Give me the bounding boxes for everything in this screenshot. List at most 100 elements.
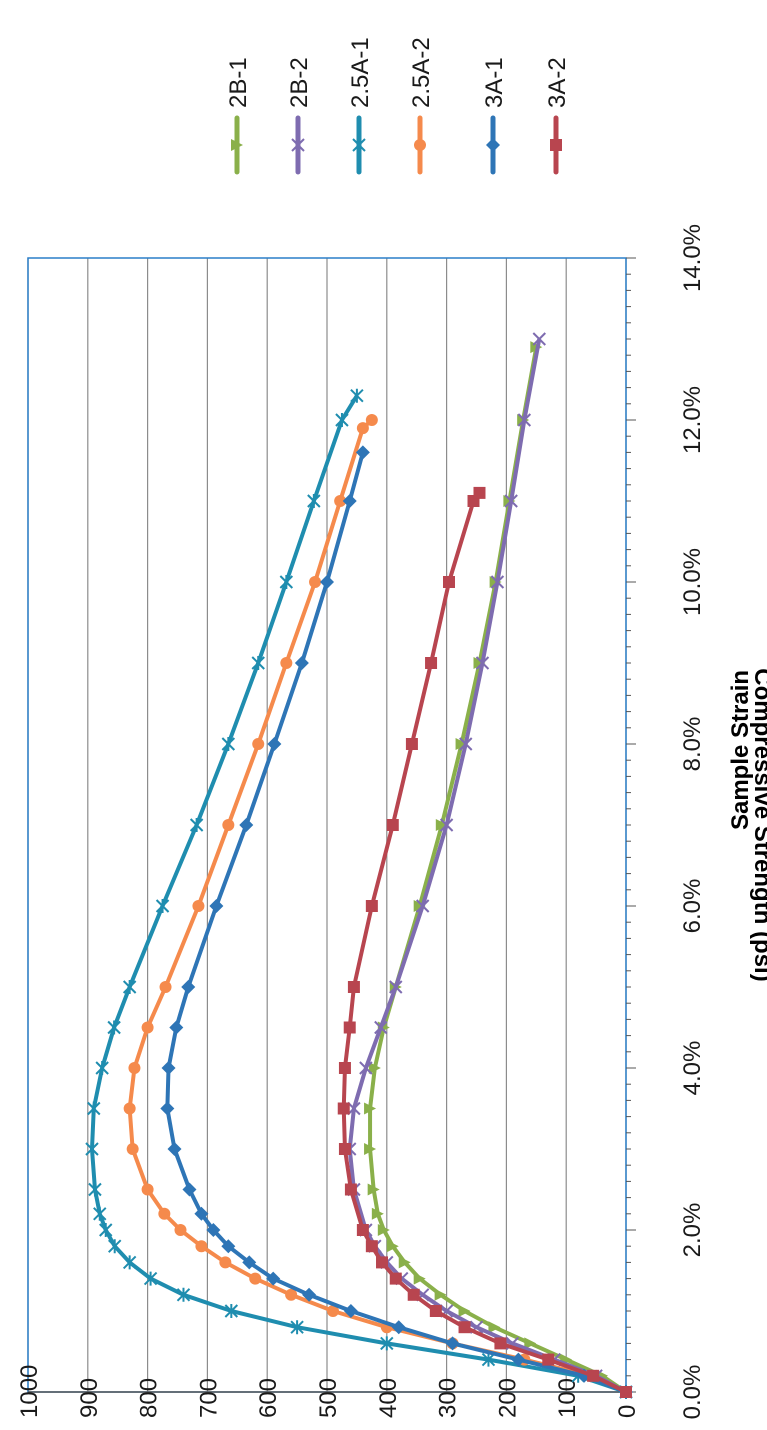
plot-area: 0 100 200 300 400 500 600 700 800 900 1000 0.0% 2.0%… xyxy=(16,224,706,1419)
y-tick-label: 900 xyxy=(76,1378,103,1418)
series-2B-1 xyxy=(364,341,632,1398)
y-tick-label: 800 xyxy=(136,1378,163,1418)
data-point xyxy=(435,819,448,831)
data-point xyxy=(344,1183,357,1196)
data-point xyxy=(221,737,236,751)
legend-label: 3A-1 xyxy=(481,57,508,108)
data-point xyxy=(347,1101,361,1116)
data-point xyxy=(224,1304,239,1318)
data-point xyxy=(174,1224,187,1236)
data-point xyxy=(239,818,254,832)
data-point xyxy=(371,1207,384,1220)
y-tick-label: 700 xyxy=(195,1378,222,1418)
data-point xyxy=(85,1142,99,1156)
data-point xyxy=(334,495,347,507)
data-point xyxy=(587,1369,600,1382)
series-2.5A-2 xyxy=(123,414,632,1398)
legend-label: 2.5A-1 xyxy=(347,37,374,108)
legend-marker xyxy=(486,138,500,152)
data-point xyxy=(364,1102,377,1115)
data-point xyxy=(326,1305,339,1317)
data-point xyxy=(95,1061,109,1075)
data-point xyxy=(425,657,438,669)
data-point xyxy=(128,1062,141,1074)
data-point xyxy=(294,656,309,670)
data-point xyxy=(365,900,378,912)
data-point xyxy=(494,1337,507,1350)
data-point xyxy=(459,737,473,751)
data-point xyxy=(439,818,454,832)
data-point xyxy=(407,1288,420,1301)
data-point xyxy=(122,1255,137,1270)
data-point xyxy=(347,981,360,993)
y-tick-label: 300 xyxy=(435,1378,462,1418)
legend-label: 2B-2 xyxy=(286,57,313,108)
data-point xyxy=(290,1320,304,1335)
data-point xyxy=(481,1352,496,1367)
data-point xyxy=(415,899,430,913)
data-point xyxy=(405,738,418,750)
data-point xyxy=(356,422,369,435)
data-point xyxy=(143,1271,158,1286)
data-point xyxy=(458,1321,471,1334)
data-point xyxy=(337,1102,350,1115)
data-point xyxy=(285,1288,298,1301)
x-tick-label: 6.0% xyxy=(679,879,706,934)
data-point xyxy=(389,980,403,994)
data-point xyxy=(355,445,370,460)
data-point xyxy=(123,1102,136,1115)
legend-item-2B-1: 2B-1 xyxy=(225,57,252,175)
data-point xyxy=(374,1020,388,1035)
legend-item-2B-2: 2B-2 xyxy=(286,57,313,175)
legend-marker xyxy=(231,139,243,151)
data-point xyxy=(532,332,546,346)
data-point xyxy=(490,575,505,589)
data-point xyxy=(122,980,137,994)
legend-label: 3A-2 xyxy=(544,57,571,108)
data-point xyxy=(429,1305,442,1317)
data-point xyxy=(155,899,170,913)
data-point xyxy=(182,1182,197,1197)
x-tick-label: 14.0% xyxy=(679,224,706,292)
legend-label: 2.5A-2 xyxy=(408,37,435,108)
legend-marker xyxy=(550,139,562,151)
data-point xyxy=(160,1101,175,1116)
data-point xyxy=(158,1207,171,1220)
legend-marker xyxy=(291,138,305,152)
series-3A-2 xyxy=(337,486,632,1398)
data-point xyxy=(206,1223,221,1237)
data-point xyxy=(377,1224,390,1236)
data-point xyxy=(252,738,265,750)
x-tick-label: 2.0% xyxy=(679,1203,706,1258)
series-3A-1 xyxy=(160,445,633,1399)
data-point xyxy=(320,575,334,589)
data-point xyxy=(242,1255,257,1270)
data-point xyxy=(458,1305,471,1317)
data-point xyxy=(99,1223,113,1237)
data-point xyxy=(279,575,294,589)
data-point xyxy=(455,738,468,750)
y-tick-label: 500 xyxy=(315,1378,342,1418)
y-tick-label: 600 xyxy=(255,1378,282,1418)
data-point xyxy=(267,737,282,751)
x-tick-label: 12.0% xyxy=(679,386,706,454)
data-point xyxy=(195,1240,208,1253)
data-point xyxy=(386,819,399,831)
data-point xyxy=(376,1256,389,1269)
legend-item-3A-2: 3A-2 xyxy=(544,57,571,175)
legend-item-2.5A-1: 2.5A-1 xyxy=(347,37,374,175)
data-point xyxy=(302,1287,317,1302)
data-point xyxy=(176,1287,191,1302)
data-point xyxy=(194,1206,209,1221)
legend-item-2.5A-2: 2.5A-2 xyxy=(408,37,435,175)
data-point xyxy=(280,657,293,669)
data-point xyxy=(307,494,321,508)
data-point xyxy=(445,1336,460,1351)
y-tick-label: 200 xyxy=(494,1378,521,1418)
y-tick-label: 100 xyxy=(554,1378,581,1418)
x-axis-title: Sample Strain xyxy=(727,670,754,830)
data-point xyxy=(209,899,224,913)
data-point xyxy=(338,1143,351,1155)
x-tick-label: 4.0% xyxy=(679,1041,706,1096)
